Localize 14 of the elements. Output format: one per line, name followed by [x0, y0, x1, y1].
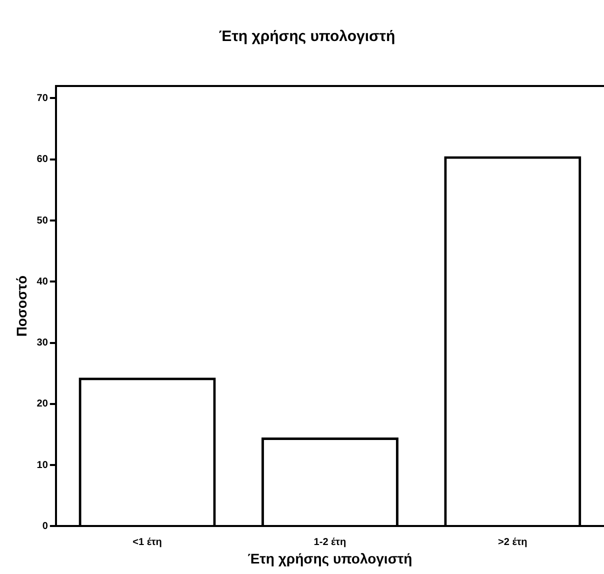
chart-title: Έτη χρήσης υπολογιστή [218, 28, 396, 46]
x-axis-title: Έτη χρήσης υπολογιστή [248, 550, 412, 566]
y-tick-label: 0 [42, 520, 48, 532]
y-tick-label: 30 [36, 338, 48, 349]
y-axis-title: Ποσοστό [13, 276, 30, 337]
y-tick-label: 70 [36, 92, 48, 104]
x-tick-label: >2 έτη [498, 536, 528, 548]
y-tick-label: 40 [36, 276, 48, 288]
y-tick-label: 50 [36, 215, 48, 226]
y-tick-label: 10 [36, 460, 48, 471]
y-tick-label: 20 [36, 398, 48, 410]
x-tick-label: <1 έτη [132, 536, 162, 548]
y-tick-label: 60 [36, 154, 48, 166]
x-tick-label: 1-2 έτη [314, 536, 346, 548]
